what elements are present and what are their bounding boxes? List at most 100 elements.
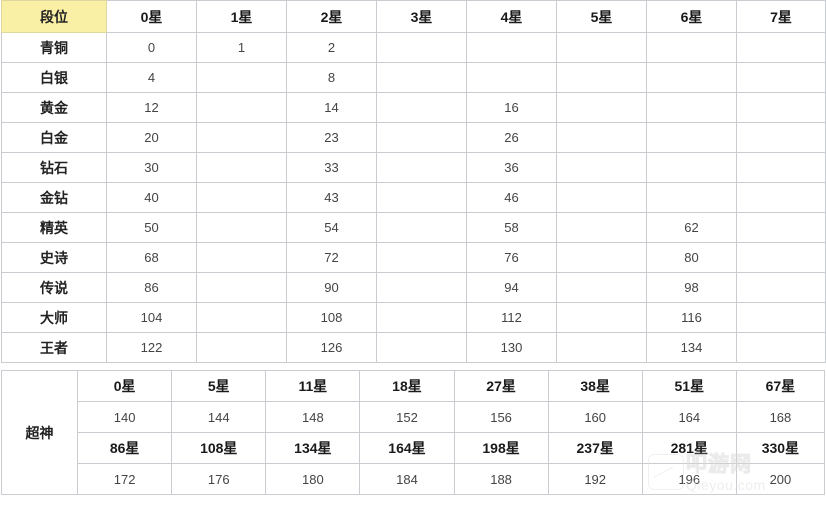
cell-value (736, 302, 826, 333)
cell-value: 184 (359, 463, 455, 495)
cell-value (376, 272, 467, 303)
col-header-star-7: 7星 (736, 0, 826, 33)
god-star-header: 51星 (641, 370, 737, 402)
cell-value (376, 182, 467, 213)
cell-value: 80 (646, 242, 737, 273)
cell-value: 108 (286, 302, 377, 333)
tier-label: 史诗 (1, 242, 107, 273)
cell-value: 90 (286, 272, 377, 303)
god-star-header: 108星 (171, 432, 267, 464)
cell-value: 0 (106, 32, 197, 63)
cell-value (556, 332, 647, 363)
cell-value (556, 182, 647, 213)
god-star-header: 164星 (359, 432, 455, 464)
col-header-star-4: 4星 (466, 0, 557, 33)
cell-value: 112 (466, 302, 557, 333)
god-star-header: 134星 (265, 432, 361, 464)
cell-value (736, 32, 826, 63)
cell-value: 104 (106, 302, 197, 333)
cell-value: 14 (286, 92, 377, 123)
cell-value: 76 (466, 242, 557, 273)
cell-value (196, 152, 287, 183)
cell-value (556, 62, 647, 93)
tier-column-header: 段位 (1, 0, 107, 33)
cell-value: 130 (466, 332, 557, 363)
cell-value: 156 (453, 401, 549, 433)
cell-value: 168 (735, 401, 826, 433)
cell-value: 196 (641, 463, 737, 495)
table-row: 传说 86 90 94 98 (1, 272, 826, 303)
cell-value (196, 302, 287, 333)
cell-value: 62 (646, 212, 737, 243)
cell-value: 148 (265, 401, 361, 433)
cell-value (376, 62, 467, 93)
tier-label: 王者 (1, 332, 107, 363)
cell-value: 98 (646, 272, 737, 303)
cell-value (646, 92, 737, 123)
tier-label: 黄金 (1, 92, 107, 123)
tier-label: 青铜 (1, 32, 107, 63)
cell-value: 180 (265, 463, 361, 495)
table-row: 白金 20 23 26 (1, 122, 826, 153)
god-tier-label: 超神 (0, 370, 79, 495)
cell-value: 30 (106, 152, 197, 183)
cell-value: 50 (106, 212, 197, 243)
cell-value: 164 (641, 401, 737, 433)
cell-value: 33 (286, 152, 377, 183)
cell-value: 58 (466, 212, 557, 243)
cell-value (376, 212, 467, 243)
cell-value: 140 (77, 401, 173, 433)
cell-value (736, 92, 826, 123)
cell-value: 23 (286, 122, 377, 153)
cell-value (466, 62, 557, 93)
cell-value (646, 62, 737, 93)
cell-value: 16 (466, 92, 557, 123)
cell-value (556, 302, 647, 333)
god-star-header: 86星 (77, 432, 173, 464)
cell-value (196, 332, 287, 363)
cell-value: 94 (466, 272, 557, 303)
cell-value (736, 212, 826, 243)
cell-value (736, 122, 826, 153)
cell-value (376, 122, 467, 153)
god-star-header: 18星 (359, 370, 455, 402)
god-value-row-b: 172 176 180 184 188 192 196 200 (2, 463, 826, 495)
cell-value (196, 62, 287, 93)
cell-value: 122 (106, 332, 197, 363)
cell-value: 144 (171, 401, 267, 433)
table-row: 金钻 40 43 46 (1, 182, 826, 213)
cell-value: 2 (286, 32, 377, 63)
table-row: 白银 4 8 (1, 62, 826, 93)
cell-value (196, 92, 287, 123)
cell-value (556, 272, 647, 303)
tier-label: 大师 (1, 302, 107, 333)
god-star-header: 5星 (171, 370, 267, 402)
cell-value (196, 242, 287, 273)
cell-value: 200 (735, 463, 826, 495)
god-tier-table: 超神 0星 5星 11星 18星 27星 38星 51星 67星 140 144… (0, 370, 826, 495)
tier-star-table: 段位 0星 1星 2星 3星 4星 5星 6星 7星 青铜 0 1 2 (1, 0, 826, 363)
cell-value (466, 32, 557, 63)
cell-value: 160 (547, 401, 643, 433)
cell-value (736, 242, 826, 273)
cell-value (736, 332, 826, 363)
god-star-header-row-b: 86星 108星 134星 164星 198星 237星 281星 330星 (2, 432, 826, 464)
cell-value (376, 152, 467, 183)
cell-value (556, 212, 647, 243)
cell-value: 86 (106, 272, 197, 303)
god-star-header: 38星 (547, 370, 643, 402)
god-star-header: 237星 (547, 432, 643, 464)
table-row: 精英 50 54 58 62 (1, 212, 826, 243)
god-value-row-a: 140 144 148 152 156 160 164 168 (2, 401, 826, 433)
tier-label: 白银 (1, 62, 107, 93)
god-star-header: 27星 (453, 370, 549, 402)
cell-value (556, 122, 647, 153)
cell-value (376, 92, 467, 123)
cell-value: 134 (646, 332, 737, 363)
cell-value: 1 (196, 32, 287, 63)
cell-value: 4 (106, 62, 197, 93)
god-star-header: 11星 (265, 370, 361, 402)
cell-value: 176 (171, 463, 267, 495)
cell-value (196, 182, 287, 213)
